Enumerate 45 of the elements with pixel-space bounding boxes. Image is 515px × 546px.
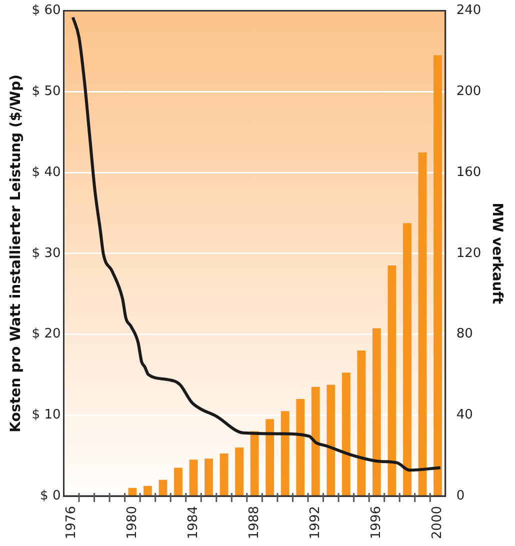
bar [204, 458, 213, 496]
y2-tick-label: 240 [456, 3, 482, 18]
bar [326, 384, 336, 496]
bar [434, 55, 442, 496]
y-tick-label: $ 60 [32, 3, 61, 18]
y2-tick-label: 120 [456, 246, 482, 261]
x-tick-label: 1996 [369, 506, 384, 540]
y2-tick-label: 0 [456, 488, 465, 504]
bar [189, 460, 198, 496]
bar [174, 468, 182, 496]
x-tick-label: 1980 [124, 506, 140, 540]
bar [235, 447, 244, 496]
bar [418, 152, 427, 496]
bar [266, 419, 274, 496]
line-series [71, 16, 442, 472]
bar [220, 454, 228, 496]
bar [403, 223, 412, 496]
y2-tick-label: 80 [456, 326, 473, 342]
x-tick-label: 1992 [308, 506, 324, 540]
bar [388, 266, 396, 496]
x-tick-label: 1984 [186, 506, 201, 540]
y-tick-label: $ 40 [32, 164, 61, 180]
bar [250, 431, 259, 496]
bar [158, 480, 168, 496]
bar [357, 350, 366, 496]
bar [128, 488, 137, 496]
bar [296, 398, 305, 496]
bar [280, 411, 290, 496]
y-tick-label: $ 10 [32, 408, 61, 423]
bar [372, 328, 381, 496]
bar [311, 386, 320, 496]
y-axis-title: Kosten pro Watt installierter Leistung ($/Wp) [8, 74, 24, 432]
y2-tick-label: 160 [456, 164, 482, 180]
x-tick-label: 1976 [64, 506, 79, 540]
y-tick-label: $ 0 [40, 488, 61, 504]
x-tick-label: 2000 [430, 506, 446, 540]
y-tick-label: $ 30 [32, 246, 61, 261]
y2-axis-title: MW verkauft [488, 202, 505, 304]
bar [144, 486, 152, 496]
x-tick-label: 1988 [246, 506, 262, 540]
bar [342, 372, 350, 496]
y2-tick-label: 40 [456, 408, 473, 423]
y-tick-label: $ 20 [32, 326, 61, 342]
y2-tick-label: 200 [456, 84, 482, 100]
y-tick-label: $ 50 [32, 84, 61, 100]
